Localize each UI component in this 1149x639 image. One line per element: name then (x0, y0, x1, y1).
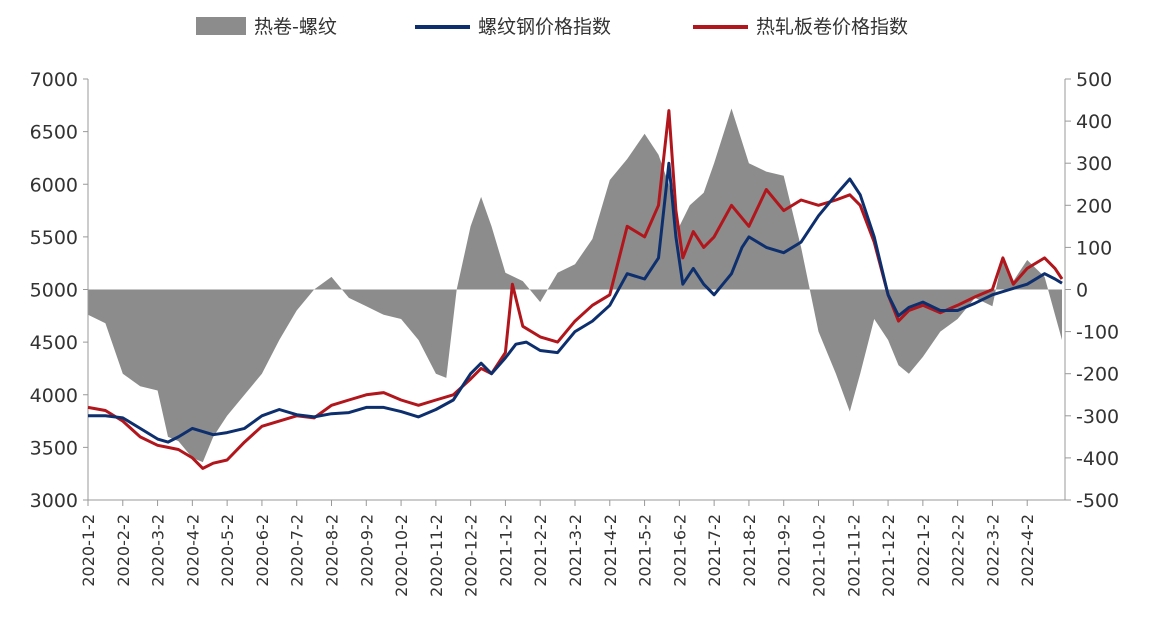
series-rebar-line (88, 161, 1063, 444)
x-tick-label: 2021-3-2 (566, 514, 585, 587)
y-left-tick-label: 3500 (30, 437, 78, 459)
x-tick-label: 2021-9-2 (775, 514, 794, 587)
legend-label-spread: 热卷-螺纹 (254, 16, 337, 38)
x-tick-label: 2020-6-2 (253, 514, 272, 587)
y-left-tick-label: 5500 (30, 227, 78, 249)
x-tick-label: 2020-11-2 (427, 514, 446, 597)
y-left-tick-label: 3000 (30, 490, 78, 512)
x-tick-label: 2020-9-2 (357, 514, 376, 587)
y-right-tick-label: -200 (1076, 364, 1119, 386)
x-tick-label: 2020-7-2 (288, 514, 307, 587)
y-right-tick-label: 400 (1076, 111, 1112, 133)
x-tick-label: 2020-8-2 (323, 514, 342, 587)
series-spread-area (88, 108, 1062, 463)
x-tick-label: 2021-4-2 (601, 514, 620, 587)
y-left-tick-label: 7000 (30, 69, 78, 91)
x-tick-label: 2020-12-2 (462, 514, 481, 597)
x-tick-label: 2021-12-2 (879, 514, 898, 597)
y-right-tick-label: 200 (1076, 195, 1112, 217)
y-right-tick-label: 0 (1076, 280, 1088, 302)
legend-label-rebar: 螺纹钢价格指数 (478, 16, 611, 38)
x-tick-label: 2021-11-2 (844, 514, 863, 597)
x-tick-label: 2020-4-2 (183, 514, 202, 587)
legend: 热卷-螺纹 螺纹钢价格指数 热轧板卷价格指数 (196, 16, 908, 38)
y-right-tick-label: -100 (1076, 322, 1119, 344)
x-tick-label: 2020-5-2 (218, 514, 237, 587)
x-tick-label: 2021-2-2 (531, 514, 550, 587)
y-left-tick-label: 4500 (30, 332, 78, 354)
x-tick-label: 2020-1-2 (79, 514, 98, 587)
y-right-tick-label: 300 (1076, 153, 1112, 175)
legend-swatch-spread (196, 17, 246, 35)
x-tick-label: 2021-1-2 (496, 514, 515, 587)
y-right-tick-label: -400 (1076, 448, 1119, 470)
y-left-tick-label: 6500 (30, 122, 78, 144)
y-right-tick-label: 500 (1076, 69, 1112, 91)
x-tick-label: 2021-10-2 (810, 514, 829, 597)
y-right-tick-label: -500 (1076, 490, 1119, 512)
x-tick-label: 2020-3-2 (149, 514, 168, 587)
legend-label-hrc: 热轧板卷价格指数 (756, 16, 908, 38)
series-hrc-line (87, 109, 1064, 470)
y-right-tick-label: -300 (1076, 406, 1119, 428)
x-tick-label: 2021-7-2 (705, 514, 724, 587)
x-tick-label: 2022-1-2 (914, 514, 933, 587)
x-axis: 2020-1-2 2020-2-2 2020-3-2 2020-4-2 2020-5-2… (79, 500, 1037, 597)
y-axis-left: 7000 6500 6000 5500 5000 4500 4000 3500 3000 (30, 69, 88, 512)
x-tick-label: 2022-3-2 (983, 514, 1002, 587)
x-tick-label: 2020-10-2 (392, 514, 411, 597)
y-axis-right: 500 400 300 200 100 0 -100 -200 -300 -400 -500 (1065, 69, 1119, 512)
line-series (87, 109, 1064, 470)
y-left-tick-label: 6000 (30, 174, 78, 196)
spread-area (88, 108, 1062, 463)
x-tick-label: 2022-2-2 (949, 514, 968, 587)
y-left-tick-label: 5000 (30, 280, 78, 302)
y-right-tick-label: 100 (1076, 237, 1112, 259)
x-tick-label: 2021-8-2 (740, 514, 759, 587)
x-tick-label: 2020-2-2 (114, 514, 133, 587)
x-tick-label: 2021-5-2 (636, 514, 655, 587)
x-tick-label: 2021-6-2 (670, 514, 689, 587)
x-tick-label: 2022-4-2 (1018, 514, 1037, 587)
y-left-tick-label: 4000 (30, 385, 78, 407)
